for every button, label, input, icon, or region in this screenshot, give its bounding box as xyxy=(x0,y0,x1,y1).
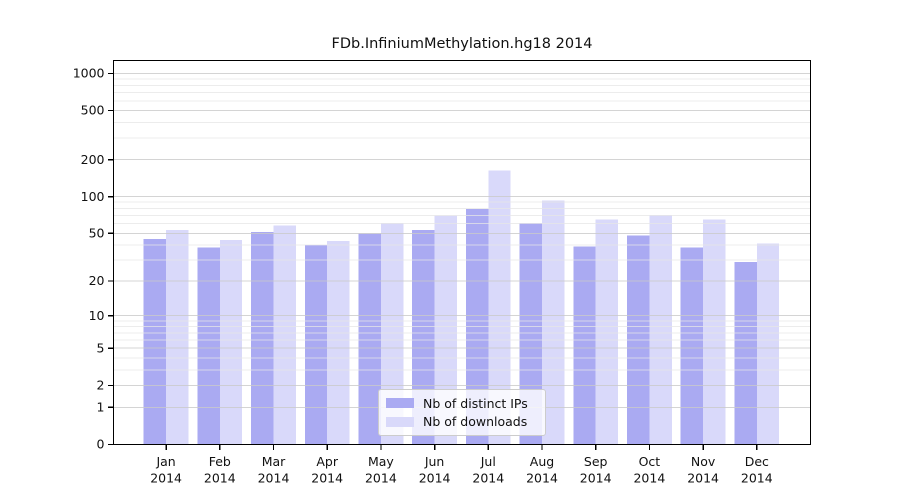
bar-nb-of-downloads-sep xyxy=(595,219,619,445)
x-tick-label-oct: Oct 2014 xyxy=(633,454,665,486)
bar-nb-of-downloads-aug xyxy=(542,200,565,445)
bar-nb-of-downloads-nov xyxy=(703,219,726,445)
bar-nb-of-distinct-ips-dec xyxy=(734,261,757,445)
bar-nb-of-distinct-ips-feb xyxy=(197,247,220,445)
bar-nb-of-distinct-ips-mar xyxy=(251,232,274,445)
legend-label-distinct-ips: Nb of distinct IPs xyxy=(423,395,528,411)
bar-nb-of-distinct-ips-jan xyxy=(143,238,167,445)
legend-swatch-downloads xyxy=(386,416,414,427)
y-tick-label: 50 xyxy=(89,226,105,241)
y-tick-label: 1 xyxy=(97,400,105,415)
bar-nb-of-downloads-feb xyxy=(219,240,243,445)
chart-title: FDb.InfiniumMethylation.hg18 2014 xyxy=(331,36,593,52)
x-tick-label-dec: Dec 2014 xyxy=(741,454,773,486)
y-tick-label: 2 xyxy=(97,378,105,393)
y-tick-label: 0 xyxy=(97,437,105,452)
x-tick-label-jun: Jun 2014 xyxy=(419,454,451,486)
bar-nb-of-downloads-oct xyxy=(649,214,672,445)
bar-nb-of-distinct-ips-may xyxy=(358,233,381,445)
bar-nb-of-downloads-apr xyxy=(327,241,350,445)
x-tick-label-jan: Jan 2014 xyxy=(150,454,182,486)
bar-nb-of-downloads-mar xyxy=(273,225,296,445)
y-tick-label: 1000 xyxy=(73,66,105,81)
y-tick-label: 5 xyxy=(97,340,105,355)
chart-legend: Nb of distinct IPs Nb of downloads xyxy=(378,389,546,436)
y-tick-label: 200 xyxy=(81,152,105,167)
x-tick-label-nov: Nov 2014 xyxy=(687,454,719,486)
legend-label-downloads: Nb of downloads xyxy=(423,414,528,430)
x-tick-label-feb: Feb 2014 xyxy=(204,454,236,486)
x-tick-label-may: May 2014 xyxy=(365,454,397,486)
y-tick-label: 10 xyxy=(89,308,105,323)
bar-nb-of-distinct-ips-sep xyxy=(573,246,596,445)
bar-nb-of-distinct-ips-nov xyxy=(680,247,704,445)
y-tick-label: 20 xyxy=(89,273,105,288)
bar-nb-of-distinct-ips-apr xyxy=(304,245,328,445)
x-tick-label-mar: Mar 2014 xyxy=(258,454,290,486)
plot-border xyxy=(112,59,812,446)
bar-nb-of-downloads-jul xyxy=(488,170,511,445)
bar-nb-of-downloads-dec xyxy=(756,243,780,445)
legend-swatch-distinct-ips xyxy=(386,398,414,409)
legend-row-downloads: Nb of downloads xyxy=(386,413,537,431)
bar-nb-of-downloads-jan xyxy=(166,230,189,445)
x-tick-label-aug: Aug 2014 xyxy=(526,454,558,486)
x-tick-label-jul: Jul 2014 xyxy=(472,454,504,486)
legend-row-distinct-ips: Nb of distinct IPs xyxy=(386,394,537,412)
x-tick-label-apr: Apr 2014 xyxy=(311,454,343,486)
bar-nb-of-downloads-jun xyxy=(434,215,457,445)
y-tick-label: 100 xyxy=(81,189,105,204)
y-tick-label: 500 xyxy=(81,103,105,118)
x-tick-label-sep: Sep 2014 xyxy=(580,454,612,486)
